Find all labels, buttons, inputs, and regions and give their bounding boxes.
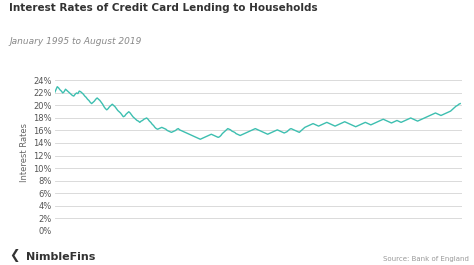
Text: ❮: ❮ — [9, 249, 20, 262]
Text: Source: Bank of England: Source: Bank of England — [383, 256, 469, 262]
Y-axis label: Interest Rates: Interest Rates — [20, 123, 29, 182]
Text: January 1995 to August 2019: January 1995 to August 2019 — [9, 37, 142, 46]
Text: Interest Rates of Credit Card Lending to Households: Interest Rates of Credit Card Lending to… — [9, 3, 318, 13]
Text: NimbleFins: NimbleFins — [26, 252, 95, 262]
